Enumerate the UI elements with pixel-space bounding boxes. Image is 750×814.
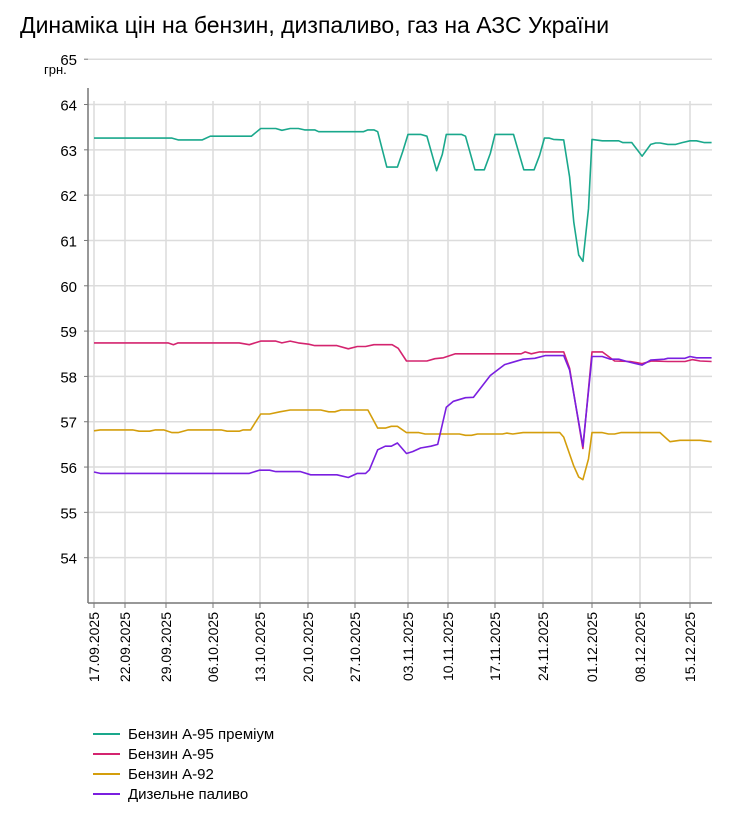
x-tick-label: 10.11.2025: [440, 612, 456, 681]
y-tick-label: 65: [60, 52, 77, 69]
x-tick-label: 27.10.2025: [347, 612, 363, 682]
x-tick-label: 06.10.2025: [205, 612, 221, 682]
legend-item: Дизельне паливо: [93, 784, 274, 804]
legend-line-swatch: [93, 773, 120, 775]
legend-label: Дизельне паливо: [128, 785, 249, 803]
legend-item: Бензин А-95 преміум: [93, 724, 274, 744]
x-tick-label: 01.12.2025: [584, 612, 600, 682]
x-tick-label: 13.10.2025: [252, 612, 268, 682]
y-tick-label: 62: [60, 188, 77, 205]
series-line-3: [93, 354, 712, 479]
y-tick-label: 59: [60, 324, 77, 341]
legend-label: Бензин А-95 преміум: [128, 725, 275, 743]
x-tick-label: 03.11.2025: [400, 612, 416, 681]
y-tick-label: 64: [60, 98, 77, 115]
y-axis-label: грн.: [44, 62, 67, 77]
x-tick-label: 17.11.2025: [487, 612, 503, 681]
x-tick-label: 08.12.2025: [632, 612, 648, 682]
y-tick-label: 61: [60, 233, 77, 250]
legend-line-swatch: [93, 753, 120, 755]
legend-item: Бензин А-95: [93, 744, 274, 764]
x-tick-label: 17.09.2025: [86, 612, 102, 682]
y-tick-label: 63: [60, 143, 77, 160]
chart-legend: Бензин А-95 преміум Бензин А-95 Бензин А-9…: [93, 724, 274, 804]
y-tick-label: 57: [60, 415, 77, 432]
legend-line-swatch: [93, 793, 120, 795]
x-tick-label: 15.12.2025: [682, 612, 698, 682]
x-tick-label: 20.10.2025: [300, 612, 316, 682]
legend-line-swatch: [93, 733, 120, 735]
x-tick-label: 29.09.2025: [158, 612, 174, 682]
y-tick-label: 58: [60, 369, 77, 386]
y-tick-label: 55: [60, 505, 77, 522]
y-tick-label: 54: [60, 551, 77, 568]
y-tick-label: 56: [60, 460, 77, 477]
series-line-0: [94, 127, 712, 263]
x-tick-label: 22.09.2025: [117, 612, 133, 682]
y-tick-label: 60: [60, 279, 77, 296]
series-line-2: [93, 409, 712, 481]
chart-title: Динаміка цін на бензин, дизпаливо, газ н…: [20, 12, 610, 38]
legend-item: Бензин А-92: [93, 764, 274, 784]
line-chart: грн. 54 55 56 57 58 59 60 61 62 63 64 65 17.09.2025 22…: [44, 52, 712, 682]
x-tick-label: 24.11.2025: [535, 612, 551, 681]
legend-label: Бензин А-95: [128, 745, 214, 763]
legend-label: Бензин А-92: [128, 765, 214, 783]
